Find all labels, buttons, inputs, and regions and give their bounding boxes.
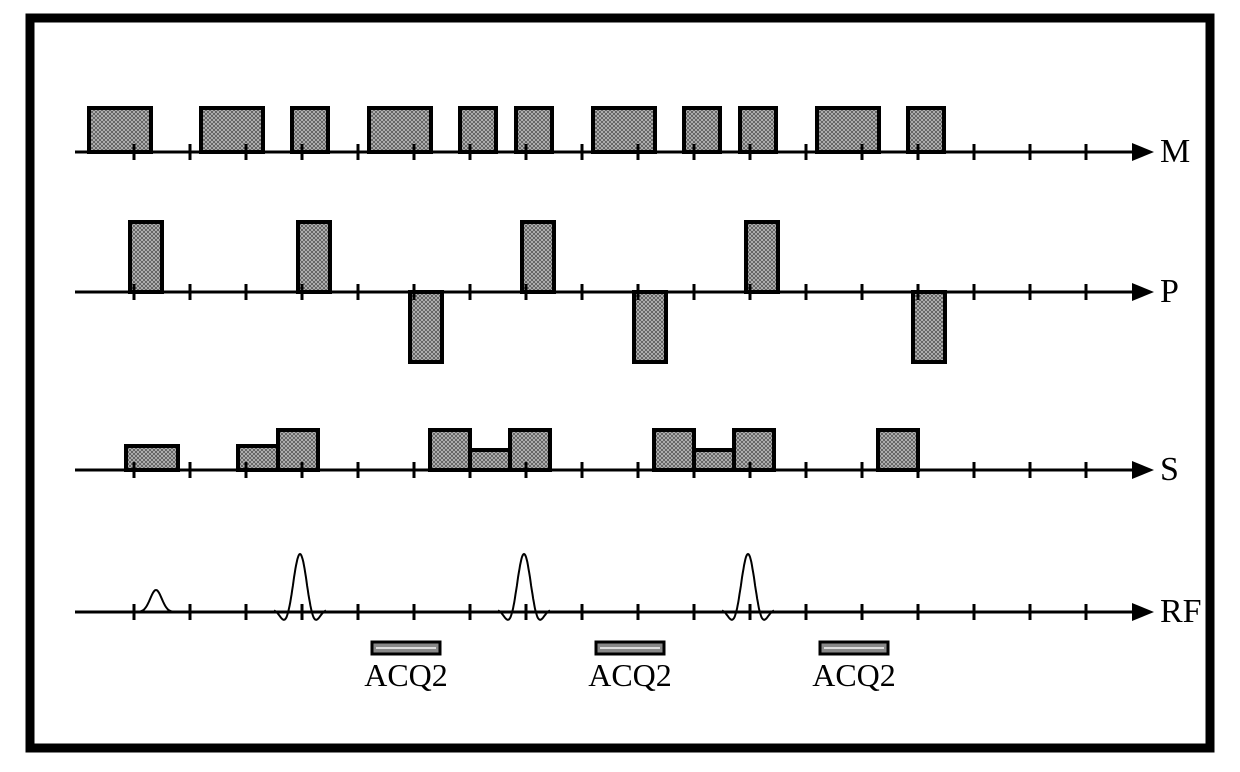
gradient-pulse bbox=[130, 222, 162, 292]
gradient-pulse bbox=[694, 450, 734, 470]
acq-label-1: ACQ2 bbox=[588, 657, 672, 693]
gradient-pulse bbox=[746, 222, 778, 292]
gradient-pulse bbox=[740, 108, 776, 152]
gradient-pulse bbox=[516, 108, 552, 152]
gradient-pulse bbox=[634, 292, 666, 362]
m-label: M bbox=[1160, 133, 1190, 170]
p-label: P bbox=[1160, 273, 1179, 310]
gradient-pulse bbox=[817, 108, 879, 152]
gradient-pulse bbox=[654, 430, 694, 470]
gradient-pulse bbox=[298, 222, 330, 292]
gradient-pulse bbox=[913, 292, 945, 362]
gradient-pulse bbox=[510, 430, 550, 470]
acq-label-2: ACQ2 bbox=[812, 657, 896, 693]
gradient-pulse bbox=[470, 450, 510, 470]
gradient-pulse bbox=[593, 108, 655, 152]
acq-label-0: ACQ2 bbox=[364, 657, 448, 693]
gradient-pulse bbox=[522, 222, 554, 292]
gradient-pulse bbox=[460, 108, 496, 152]
rf-label: RF bbox=[1160, 593, 1202, 630]
gradient-pulse bbox=[278, 430, 318, 470]
gradient-pulse bbox=[734, 430, 774, 470]
s-label: S bbox=[1160, 451, 1179, 488]
gradient-pulse bbox=[908, 108, 944, 152]
gradient-pulse bbox=[292, 108, 328, 152]
gradient-pulse bbox=[878, 430, 918, 470]
gradient-pulse bbox=[430, 430, 470, 470]
pulse-sequence-diagram: M P S RF ACQ2 ACQ2 ACQ2 bbox=[0, 0, 1240, 767]
gradient-pulse bbox=[410, 292, 442, 362]
gradient-pulse bbox=[684, 108, 720, 152]
diagram-container: M P S RF ACQ2 ACQ2 ACQ2 bbox=[0, 0, 1240, 772]
gradient-pulse bbox=[369, 108, 431, 152]
gradient-pulse bbox=[201, 108, 263, 152]
gradient-pulse bbox=[89, 108, 151, 152]
gradient-pulse bbox=[238, 446, 278, 470]
